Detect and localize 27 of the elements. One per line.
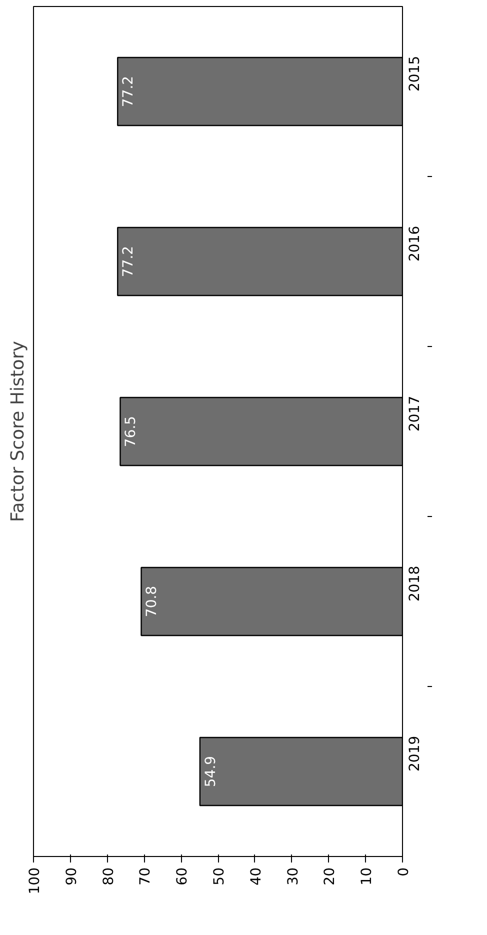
x-tick-label: 50 bbox=[212, 867, 228, 886]
x-tick-label: 60 bbox=[174, 867, 191, 886]
x-tick-label: 30 bbox=[285, 867, 302, 886]
data-label: 76.5 bbox=[123, 416, 140, 448]
y-tick-label: 2018 bbox=[407, 566, 423, 602]
bar bbox=[120, 396, 402, 466]
y-tick-label: 2015 bbox=[407, 56, 423, 92]
y-tick-label: 2017 bbox=[407, 396, 423, 432]
x-tick-label: 80 bbox=[100, 867, 117, 886]
data-label: 70.8 bbox=[144, 586, 160, 618]
x-tick-label: 100 bbox=[27, 867, 43, 894]
bar bbox=[199, 736, 402, 806]
x-tick-label: 90 bbox=[64, 867, 80, 886]
data-label: 54.9 bbox=[202, 756, 219, 788]
bar bbox=[117, 56, 402, 126]
bar bbox=[117, 226, 402, 296]
x-tick-label: 70 bbox=[138, 867, 154, 886]
text: Factor Score History bbox=[8, 340, 28, 522]
data-label: 77.2 bbox=[120, 76, 137, 108]
x-tick-label: 40 bbox=[248, 867, 264, 886]
bar bbox=[140, 566, 402, 636]
x-tick-label: 0 bbox=[396, 867, 412, 876]
x-tick-label: 10 bbox=[359, 867, 376, 886]
data-label: 77.2 bbox=[120, 246, 137, 278]
y-tick-label: 2019 bbox=[407, 736, 423, 772]
y-tick-label: 2016 bbox=[407, 226, 423, 262]
x-tick-label: 20 bbox=[322, 867, 338, 886]
